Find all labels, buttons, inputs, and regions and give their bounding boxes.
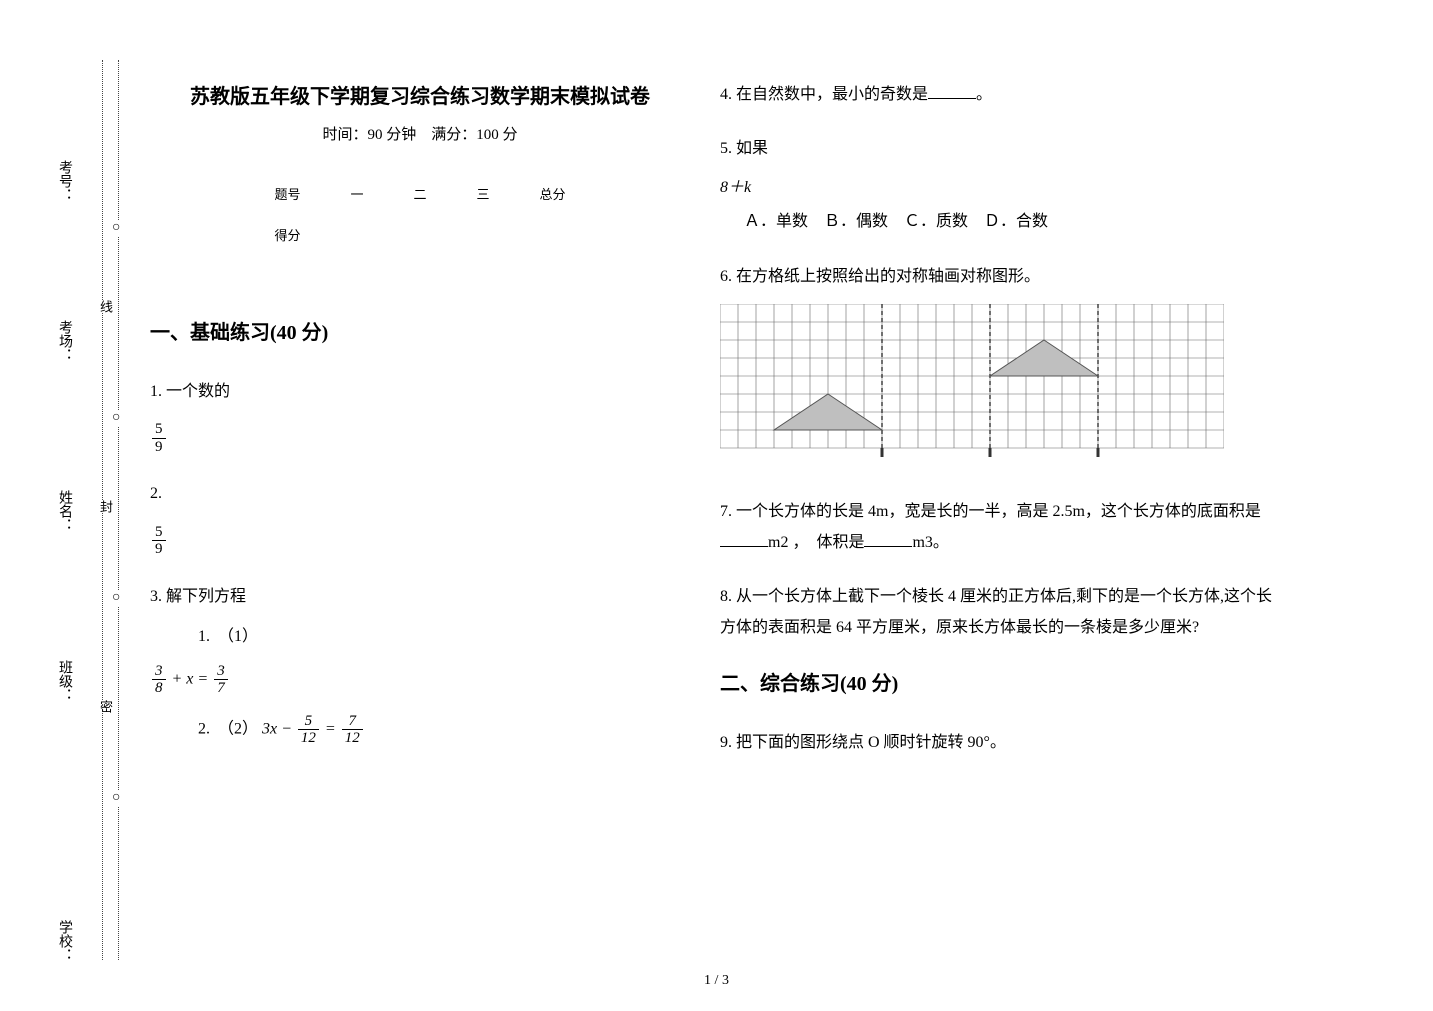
dotted-seal-line-outer (118, 60, 119, 960)
seal-circle: ○ (112, 590, 120, 606)
td-cell (326, 215, 387, 254)
seal-char-line: 线 (96, 300, 115, 313)
fraction: 5 12 (298, 713, 319, 747)
q-text: 在自然数中，最小的奇数是 (736, 86, 928, 103)
q-num: 5. (720, 140, 732, 157)
label-examno: 考号： (54, 160, 74, 202)
page-subtitle: 时间：90 分钟 满分：100 分 (150, 123, 690, 144)
grid-figure (720, 304, 1280, 473)
q-num: 9. (720, 734, 732, 751)
q-num: 8. (720, 588, 732, 605)
options: Ａ．单数 Ｂ．偶数 Ｃ．质数 Ｄ．合数 (744, 207, 1280, 237)
label-class: 班级： (54, 660, 74, 702)
td-cell (453, 215, 514, 254)
td-cell (389, 215, 450, 254)
question-5: 5. 如果 8＋k Ａ．单数 Ｂ．偶数 Ｃ．质数 Ｄ．合数 (720, 134, 1280, 237)
question-7: 7. 一个长方体的长是 4m，宽是长的一半，高是 2.5m，这个长方体的底面积是… (720, 497, 1280, 558)
question-6: 6. 在方格纸上按照给出的对称轴画对称图形。 (720, 262, 1280, 474)
question-3: 3. 解下列方程 1. （1） 3 8 + x = 3 7 2. （2） 3x … (150, 582, 690, 747)
th-label: 题号 (250, 174, 324, 213)
q-num: 6. (720, 268, 732, 285)
table-row: 得分 (250, 215, 589, 254)
td-label: 得分 (250, 215, 324, 254)
column-left: 苏教版五年级下学期复习综合练习数学期末模拟试卷 时间：90 分钟 满分：100 … (150, 80, 690, 771)
section-heading-2: 二、综合练习(40 分) (720, 667, 1280, 696)
expression: 8＋k (720, 173, 1280, 203)
th-col: 总分 (516, 174, 590, 213)
q-num: 4. (720, 86, 732, 103)
q-text: 解下列方程 (166, 588, 246, 605)
th-col: 一 (326, 174, 387, 213)
page-title: 苏教版五年级下学期复习综合练习数学期末模拟试卷 (150, 80, 690, 109)
q-text: 把下面的图形绕点 O 顺时针旋转 90°。 (736, 734, 1006, 751)
q-text: 一个长方体的长是 4m，宽是长的一半，高是 2.5m，这个长方体的底面积是 (736, 503, 1261, 520)
td-cell (516, 215, 590, 254)
label-room: 考场： (54, 320, 74, 362)
blank-underline (720, 531, 768, 547)
q-text: 在方格纸上按照给出的对称轴画对称图形。 (736, 268, 1040, 285)
seal-circle: ○ (112, 410, 120, 426)
eq-text: + x = (172, 670, 209, 687)
q-num: 3. (150, 588, 162, 605)
q-num: 2. (150, 485, 162, 502)
page-number: 1 / 3 (704, 973, 729, 989)
grid-svg (720, 304, 1224, 462)
sub-label: 2. （2） (198, 720, 258, 737)
th-col: 三 (453, 174, 514, 213)
fraction: 5 9 (152, 421, 166, 455)
seal-circle: ○ (112, 220, 120, 236)
q-text: 一个数的 (166, 383, 230, 400)
score-table: 题号 一 二 三 总分 得分 (248, 172, 591, 256)
question-8: 8. 从一个长方体上截下一个棱长 4 厘米的正方体后,剩下的是一个长方体,这个长… (720, 582, 1280, 643)
question-9: 9. 把下面的图形绕点 O 顺时针旋转 90°。 (720, 728, 1280, 758)
q-tail: 。 (976, 86, 992, 103)
blank-underline (928, 83, 976, 99)
fraction: 3 8 (152, 663, 166, 697)
q-text: 从一个长方体上截下一个棱长 4 厘米的正方体后,剩下的是一个长方体,这个长方体的… (720, 588, 1272, 635)
q-text: 如果 (736, 140, 768, 157)
seal-char-feng: 封 (96, 500, 115, 513)
column-right: 4. 在自然数中，最小的奇数是 。 5. 如果 8＋k Ａ．单数 Ｂ．偶数 Ｃ．质… (720, 80, 1280, 782)
th-col: 二 (389, 174, 450, 213)
question-2: 2. 5 9 (150, 479, 690, 557)
fraction: 3 7 (214, 663, 228, 697)
section-heading-1: 一、基础练习(40 分) (150, 316, 690, 345)
question-1: 1. 一个数的 5 9 (150, 377, 690, 455)
eq-text: = (325, 720, 336, 737)
seal-circle: ○ (112, 790, 120, 806)
q-num: 1. (150, 383, 162, 400)
label-name: 姓名： (54, 490, 74, 532)
question-4: 4. 在自然数中，最小的奇数是 。 (720, 80, 1280, 110)
q-text: m2 ， 体积是 (768, 534, 864, 551)
fraction: 7 12 (342, 713, 363, 747)
sub-item-1: 1. （1） (198, 622, 690, 652)
label-school: 学校： (54, 920, 74, 962)
sub-label: 1. （1） (198, 628, 258, 645)
sub-item-2: 2. （2） 3x − 5 12 = 7 12 (198, 713, 690, 747)
equation-1: 3 8 + x = 3 7 (150, 663, 690, 697)
blank-underline (864, 531, 912, 547)
table-row: 题号 一 二 三 总分 (250, 174, 589, 213)
seal-char-mi: 密 (96, 700, 115, 713)
fraction: 5 9 (152, 524, 166, 558)
q-num: 7. (720, 503, 732, 520)
q-text: m3。 (912, 534, 948, 551)
eq-text: 3x − (262, 720, 292, 737)
binding-column: 考号： 考场： 姓名： 班级： 学校： ○ ○ ○ ○ 线 封 密 (0, 0, 140, 1011)
